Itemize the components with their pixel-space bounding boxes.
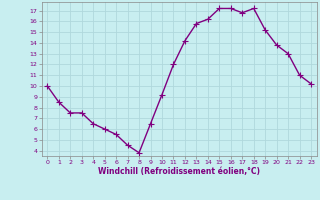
X-axis label: Windchill (Refroidissement éolien,°C): Windchill (Refroidissement éolien,°C) — [98, 167, 260, 176]
